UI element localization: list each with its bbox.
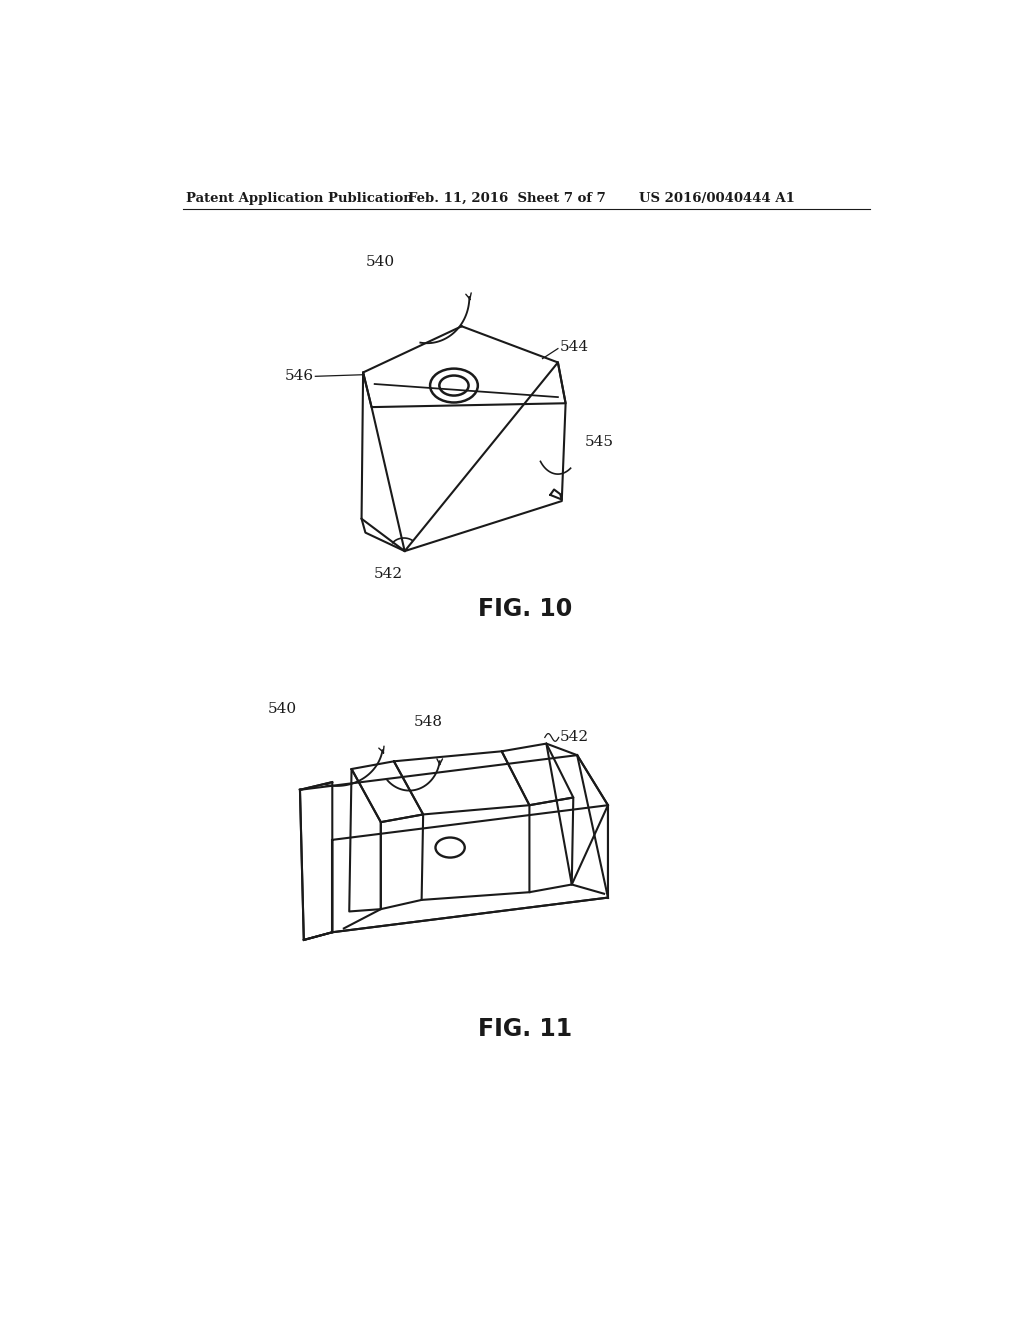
Text: Feb. 11, 2016  Sheet 7 of 7: Feb. 11, 2016 Sheet 7 of 7	[408, 191, 605, 205]
Text: 540: 540	[267, 702, 297, 715]
Text: 544: 544	[560, 341, 590, 354]
Text: FIG. 11: FIG. 11	[478, 1016, 571, 1040]
Text: Patent Application Publication: Patent Application Publication	[186, 191, 413, 205]
Text: 542: 542	[560, 730, 590, 744]
Text: 545: 545	[585, 434, 613, 449]
Text: 546: 546	[285, 370, 313, 383]
Text: 548: 548	[414, 715, 443, 729]
Text: 540: 540	[366, 255, 394, 269]
Text: 542: 542	[374, 566, 403, 581]
Text: US 2016/0040444 A1: US 2016/0040444 A1	[639, 191, 795, 205]
Text: FIG. 10: FIG. 10	[477, 597, 572, 620]
